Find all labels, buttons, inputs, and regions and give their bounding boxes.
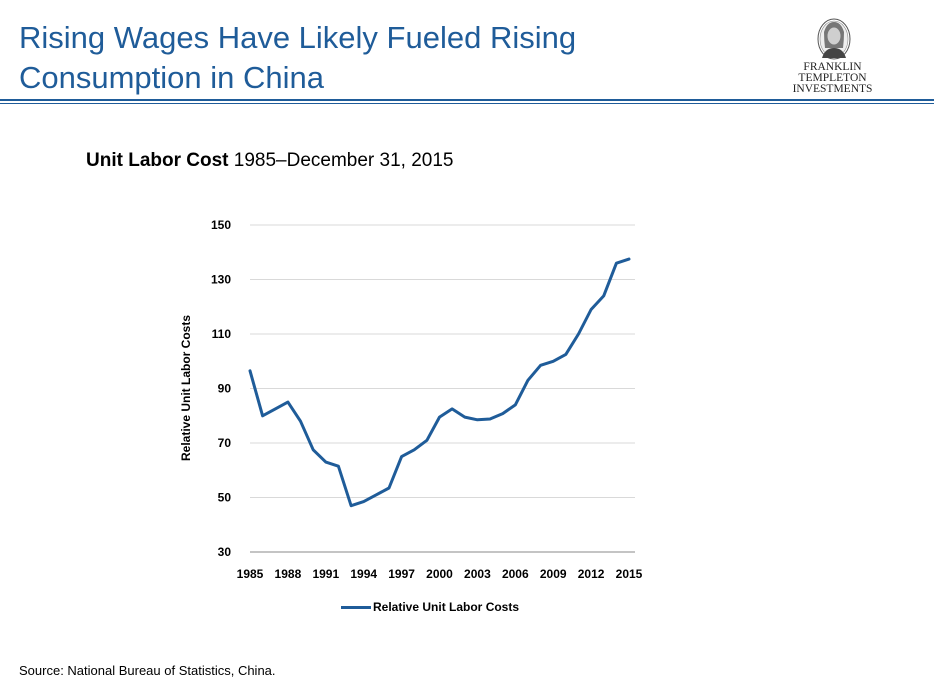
y-tick-labels: 150 130 110 90 70 50 30	[211, 218, 231, 559]
source-note: Source: National Bureau of Statistics, C…	[19, 663, 276, 678]
series-group	[248, 257, 631, 508]
chart-title: Unit Labor Cost	[86, 150, 229, 171]
y-axis-label: Relative Unit Labor Costs	[179, 315, 193, 461]
x-tick-labels: 1985 1988 1991 1994 1997 2000 2003 2006 2009 2012…	[237, 567, 643, 581]
franklin-portrait-icon	[817, 18, 851, 60]
x-tick-label: 2009	[540, 567, 567, 581]
header-rule-thick	[0, 99, 934, 101]
page-title-line-1: Rising Wages Have Likely Fueled Rising	[19, 20, 577, 55]
x-tick-label: 1991	[312, 567, 339, 581]
chart-subtitle: 1985–December 31, 2015	[233, 150, 454, 171]
logo-text: FRANKLIN TEMPLETON INVESTMENTS	[770, 61, 895, 95]
gridlines	[250, 224, 635, 498]
logo-text-line-2: INVESTMENTS	[792, 83, 873, 95]
x-tick-label: 2000	[426, 567, 453, 581]
y-tick-label: 90	[218, 382, 232, 396]
y-tick-label: 130	[211, 273, 231, 287]
x-tick-label: 1988	[275, 567, 302, 581]
series-line-0	[248, 257, 631, 508]
page-title: Rising Wages Have Likely Fueled Rising C…	[19, 18, 719, 98]
x-tick-label: 1994	[350, 567, 377, 581]
y-tick-label: 50	[218, 491, 232, 505]
legend: Relative Unit Labor Costs	[341, 598, 519, 616]
x-tick-label: 1997	[388, 567, 415, 581]
legend-label: Relative Unit Labor Costs	[373, 600, 520, 614]
y-tick-label: 110	[212, 327, 232, 341]
header-rule-thin	[0, 103, 934, 104]
page-title-line-2: Consumption in China	[19, 60, 325, 95]
logo-text-line-1: FRANKLIN TEMPLETON	[798, 61, 867, 84]
legend-swatch	[341, 605, 371, 609]
y-tick-label: 30	[218, 545, 232, 559]
x-tick-label: 1985	[237, 567, 264, 581]
chart-heading: Unit Labor Cost 1985–December 31, 2015	[86, 149, 454, 173]
x-tick-label: 2003	[464, 567, 491, 581]
x-tick-label: 2015	[616, 567, 643, 581]
franklin-templeton-logo: FRANKLIN TEMPLETON INVESTMENTS	[770, 18, 895, 95]
x-tick-label: 2012	[578, 567, 605, 581]
y-tick-label: 150	[211, 218, 231, 232]
y-tick-label: 70	[218, 436, 232, 450]
x-tick-label: 2006	[502, 567, 529, 581]
